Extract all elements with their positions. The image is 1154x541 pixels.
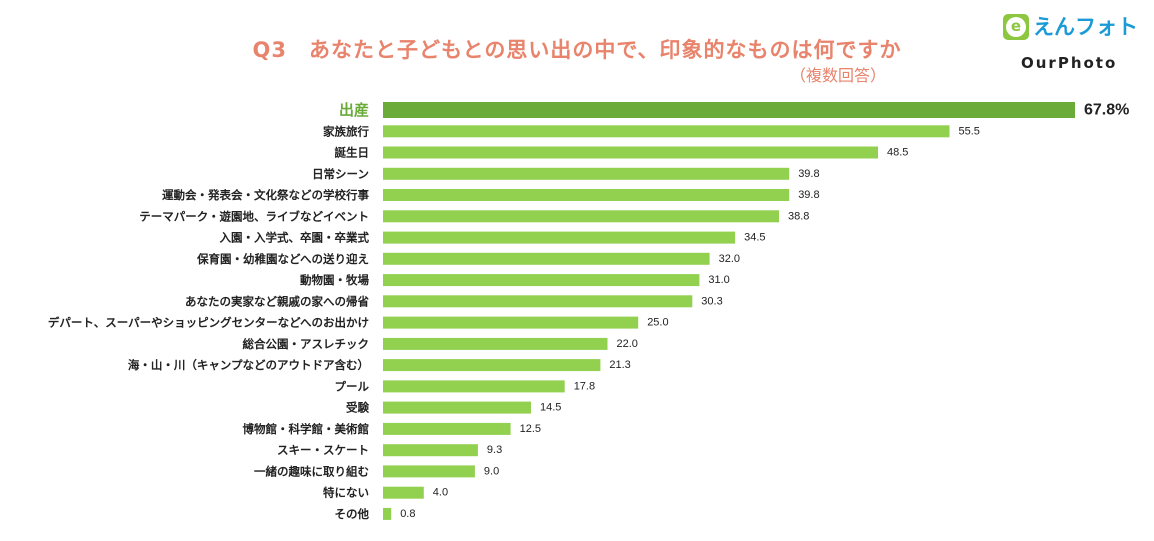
category-label: 動物園・牧場 [300, 273, 369, 287]
bar [383, 507, 392, 520]
bar [383, 295, 693, 308]
category-label: 一緒の趣味に取り組む [254, 464, 369, 478]
bar [383, 252, 710, 265]
bar [383, 167, 790, 180]
category-label: 海・山・川（キャンプなどのアウトドア含む） [128, 358, 369, 372]
category-label: 出産 [339, 101, 369, 119]
category-label: テーマパーク・遊園地、ライブなどイベント [139, 209, 369, 223]
value-label: 39.8 [798, 168, 819, 180]
value-label: 14.5 [540, 402, 561, 414]
logo-japanese-text: えんフォト [1033, 15, 1138, 39]
value-label: 31.0 [708, 274, 729, 286]
value-label: 9.0 [484, 465, 499, 477]
category-label: デパート、スーパーやショッピングセンターなどへのお出かけ [48, 316, 369, 330]
value-label: 25.0 [647, 317, 668, 329]
category-label: 受験 [346, 401, 369, 415]
category-label: 保育園・幼稚園などへの送り迎え [196, 252, 369, 266]
category-label: 運動会・発表会・文化祭などの学校行事 [162, 188, 369, 202]
value-label: 0.8 [400, 508, 415, 520]
bar [383, 146, 878, 159]
category-label: あなたの実家など親戚の家への帰省 [185, 294, 369, 308]
bar [383, 102, 1075, 118]
logo-english-text: OurPhoto [1021, 54, 1118, 72]
category-label: その他 [335, 507, 370, 521]
value-label: 21.3 [609, 359, 630, 371]
bar [383, 359, 601, 372]
bar [383, 444, 478, 457]
bar [383, 210, 779, 223]
bar [383, 465, 475, 478]
category-label: 日常シーン [312, 167, 369, 181]
logo-badge-letter: e [1006, 17, 1026, 37]
bar [383, 486, 424, 499]
category-label: 家族旅行 [323, 124, 369, 138]
category-label: スキー・スケート [277, 443, 369, 457]
bar [383, 337, 608, 350]
bar [383, 189, 790, 201]
bar [383, 422, 511, 435]
value-label: 17.8 [574, 380, 595, 392]
value-label: 55.5 [959, 125, 980, 137]
value-label: 48.5 [887, 147, 908, 159]
ourphoto-logo: e えんフォト OurPhoto [1003, 14, 1138, 76]
chart-subtitle: （複数回答） [790, 66, 887, 85]
value-label: 12.5 [520, 423, 541, 435]
value-label: 32.0 [719, 253, 740, 265]
bar [383, 316, 639, 329]
value-label: 22.0 [617, 338, 638, 350]
value-label: 9.3 [487, 444, 502, 456]
category-label: 誕生日 [335, 146, 370, 160]
category-label: プール [335, 379, 370, 393]
category-label: 入園・入学式、卒園・卒業式 [220, 231, 370, 245]
category-label: 特にない [323, 486, 369, 500]
e-badge-icon: e [1003, 14, 1029, 40]
value-label: 4.0 [433, 487, 448, 499]
chart-title: Q3 あなたと子どもとの思い出の中で、印象的なものは何ですか [252, 38, 902, 62]
value-label: 34.5 [744, 232, 765, 244]
category-label: 博物館・科学館・美術館 [243, 422, 370, 436]
value-label: 39.8 [798, 189, 819, 201]
value-label: 30.3 [701, 295, 722, 307]
bar [383, 401, 531, 414]
bar [383, 125, 950, 138]
bar [383, 274, 700, 287]
category-label: 総合公園・アスレチック [243, 337, 370, 351]
value-label: 67.8% [1084, 102, 1129, 119]
bar [383, 380, 565, 393]
bar [383, 231, 736, 244]
value-label: 38.8 [788, 210, 809, 222]
